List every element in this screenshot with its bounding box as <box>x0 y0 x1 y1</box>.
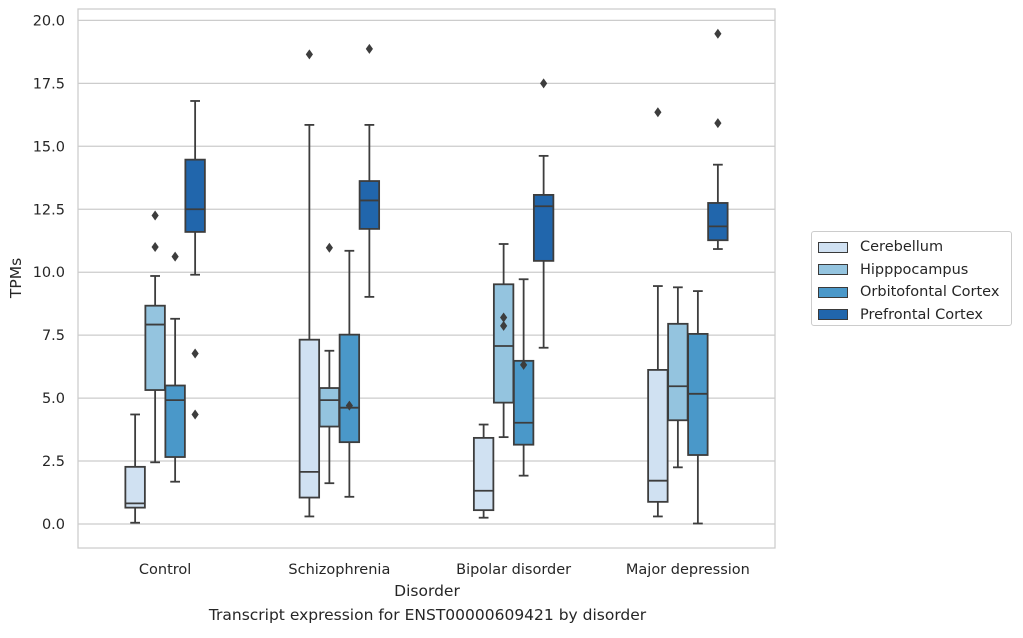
legend-item: Orbitofontal Cortex <box>818 281 1011 304</box>
y-tick-label: 0.0 <box>42 517 65 533</box>
legend-swatch <box>818 286 848 298</box>
outlier-point <box>151 210 159 221</box>
box-body <box>647 368 669 503</box>
legend-item: Prefrontal Cortex <box>818 304 1011 327</box>
box-body <box>707 202 729 242</box>
box-body <box>184 158 206 233</box>
y-axis-label: TPMs <box>7 258 25 299</box>
y-tick-label: 10.0 <box>33 265 65 281</box>
legend-swatch <box>818 309 848 321</box>
outlier-point <box>345 400 353 411</box>
outlier-point <box>191 409 199 420</box>
box-body <box>532 193 555 262</box>
outlier-point <box>540 78 548 89</box>
y-tick-label: 20.0 <box>33 13 65 29</box>
box-body <box>144 304 166 391</box>
legend-swatch <box>818 264 848 276</box>
box-3-3 <box>707 28 729 250</box>
box-body <box>338 333 361 444</box>
outlier-point <box>654 107 662 118</box>
outlier-point <box>520 359 528 370</box>
box-2-0 <box>164 251 186 483</box>
legend-label: Orbitofontal Cortex <box>860 284 1000 301</box>
box-0-0 <box>124 413 146 524</box>
outlier-point <box>365 43 373 54</box>
legend-item: Hipppocampus <box>818 259 1011 282</box>
outlier-point <box>325 242 333 253</box>
box-3-2 <box>532 78 555 349</box>
legend: Cerebellum Hipppocampus Orbitofontal Corte… <box>811 231 1012 326</box>
legend-swatch <box>818 241 848 253</box>
outlier-point <box>171 251 179 262</box>
box-1-3 <box>667 286 689 469</box>
y-tick-label: 17.5 <box>33 76 65 92</box>
legend-label: Cerebellum <box>860 239 944 256</box>
box-body <box>492 283 515 404</box>
outlier-point <box>500 312 508 323</box>
outlier-point <box>151 242 159 253</box>
outlier-point <box>500 320 508 331</box>
x-tick-label: Major depression <box>626 562 750 578</box>
box-body <box>124 465 146 509</box>
box-0-3 <box>647 107 669 518</box>
box-1-2 <box>492 243 515 439</box>
box-2-3 <box>687 290 709 525</box>
x-axis-label: Disorder <box>394 582 460 600</box>
legend-label: Hipppocampus <box>860 261 969 278</box>
box-body <box>667 322 689 422</box>
box-body <box>318 387 341 428</box>
box-1-1 <box>318 242 341 485</box>
legend-item: Cerebellum <box>818 236 1011 259</box>
plot-frame <box>77 8 776 549</box>
box-body <box>512 359 535 446</box>
box-0-1 <box>298 49 321 518</box>
outlier-point <box>305 49 313 60</box>
x-tick-label: Control <box>139 562 191 578</box>
box-1-0 <box>144 210 166 464</box>
x-tick-label: Schizophrenia <box>288 562 390 578</box>
y-tick-label: 7.5 <box>42 328 65 344</box>
outlier-point <box>191 348 199 359</box>
box-body <box>358 180 381 230</box>
x-tick-label: Bipolar disorder <box>456 562 571 578</box>
outlier-point <box>714 118 722 129</box>
y-tick-label: 2.5 <box>42 454 65 470</box>
box-2-2 <box>512 278 535 477</box>
y-tick-label: 5.0 <box>42 391 65 407</box>
box-body <box>164 384 186 458</box>
box-3-0 <box>184 100 206 420</box>
box-3-1 <box>358 43 381 298</box>
outlier-point <box>714 28 722 39</box>
y-tick-label: 15.0 <box>33 139 65 155</box>
y-tick-label: 12.5 <box>33 202 65 218</box>
box-body <box>472 436 495 512</box>
box-0-2 <box>472 423 495 519</box>
legend-label: Prefrontal Cortex <box>860 306 983 323</box>
box-body <box>298 338 321 499</box>
box-2-1 <box>338 249 361 498</box>
figure-caption: Transcript expression for ENST0000060942… <box>208 606 647 624</box>
